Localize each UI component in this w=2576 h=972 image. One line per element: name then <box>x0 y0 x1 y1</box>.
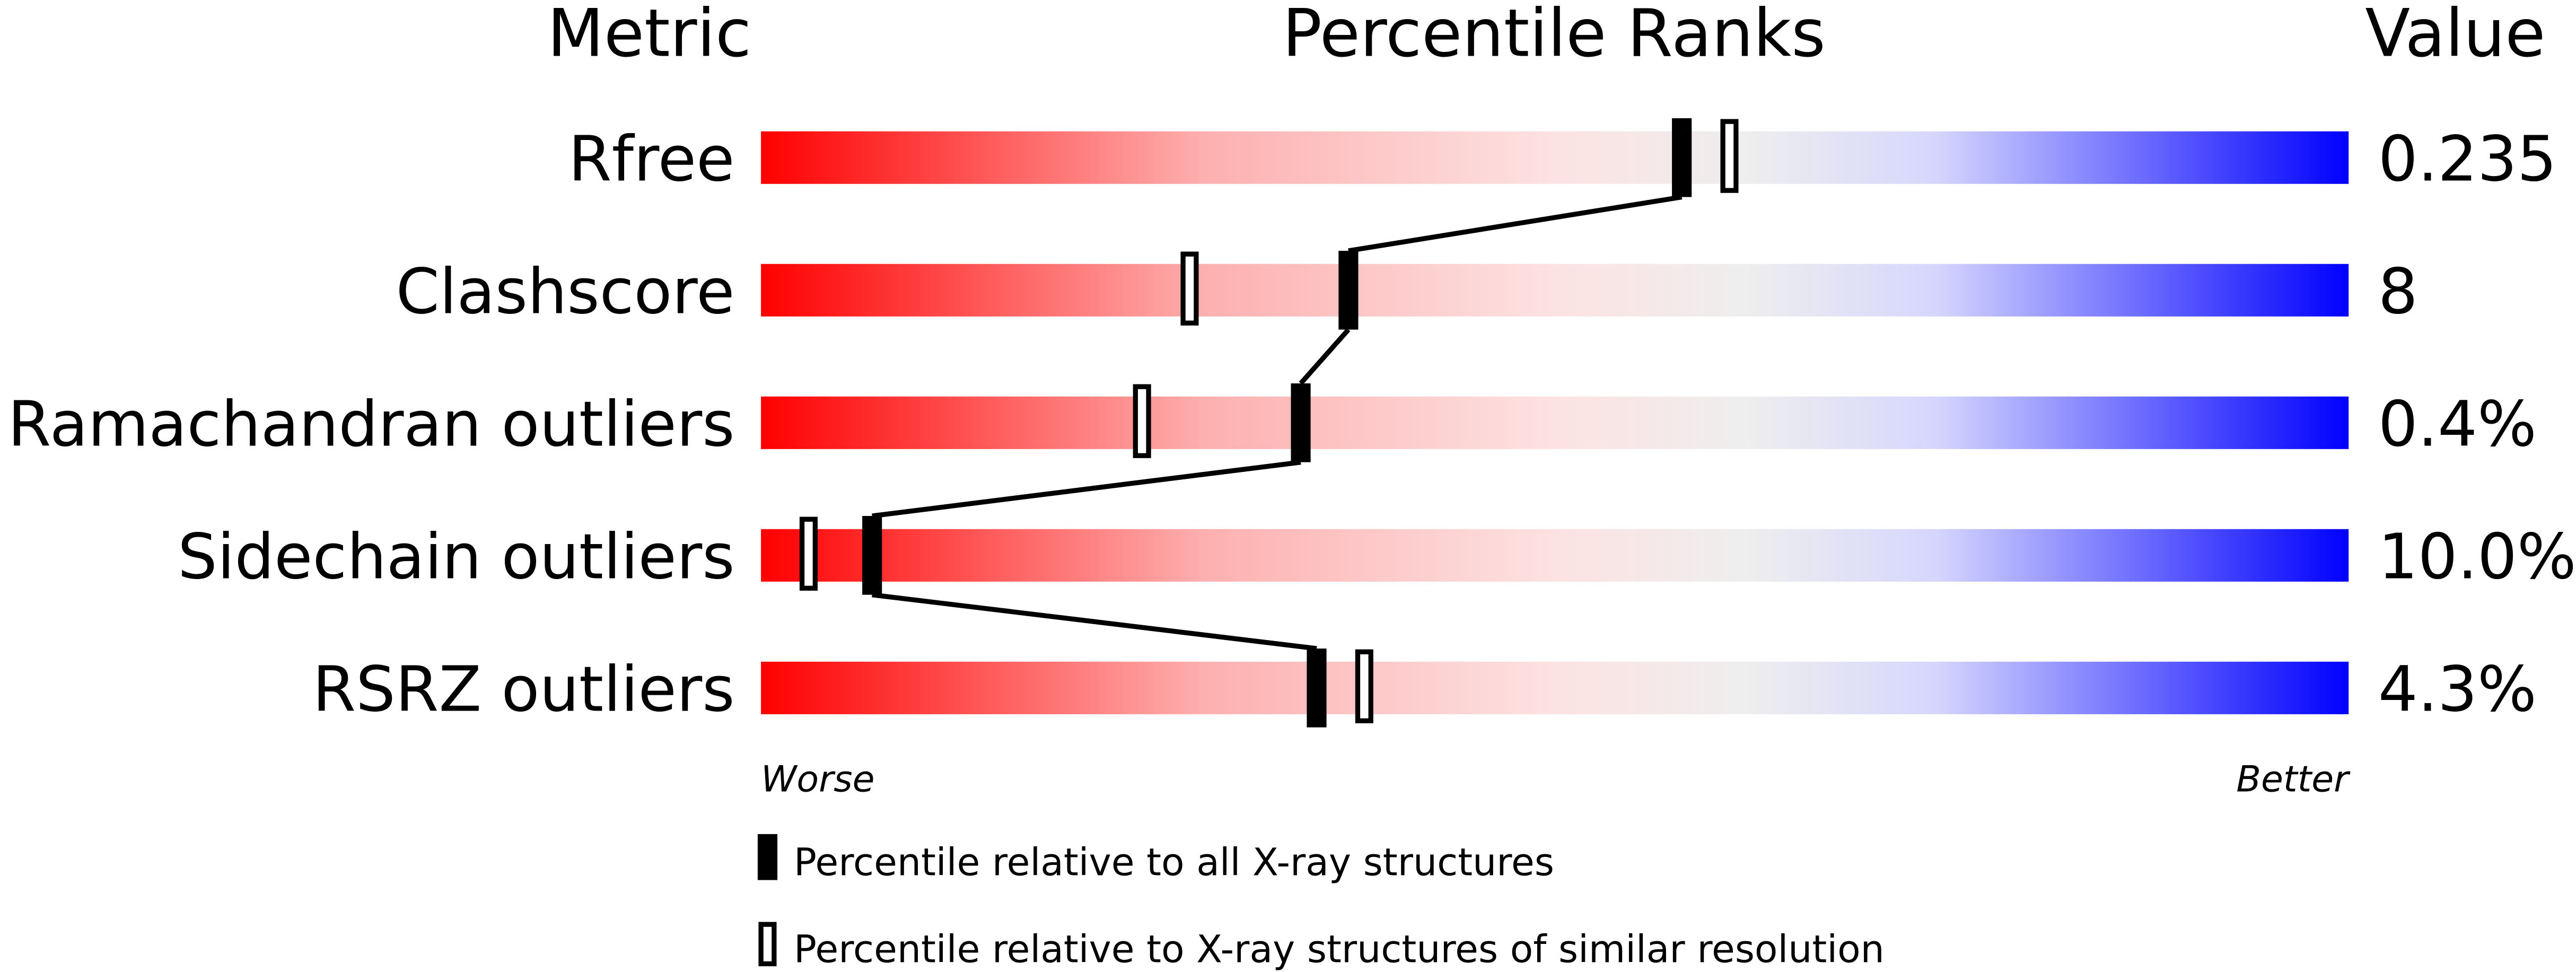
similar-resolution-marker <box>1355 649 1373 723</box>
all-structures-marker <box>862 516 882 595</box>
percentile-bar <box>761 396 2349 449</box>
metric-label: RSRZ outliers <box>312 653 734 726</box>
header-metric: Metric <box>547 0 751 72</box>
percentile-bar <box>761 264 2349 317</box>
metric-value: 0.235 <box>2378 123 2557 196</box>
legend-open-label: Percentile relative to X-ray structures … <box>794 927 1885 971</box>
metric-value: 4.3% <box>2378 653 2537 726</box>
metric-value: 0.4% <box>2378 388 2537 461</box>
legend-filled-marker <box>757 834 778 880</box>
similar-resolution-marker <box>1180 251 1199 326</box>
metric-label: Sidechain outliers <box>178 521 734 593</box>
similar-resolution-marker <box>1133 384 1151 458</box>
percentile-bar <box>761 529 2349 582</box>
connector-line <box>1299 328 1351 386</box>
all-structures-marker <box>1672 118 1692 197</box>
connector-line <box>872 459 1301 519</box>
metric-value: 8 <box>2378 256 2418 328</box>
header-value: Value <box>2365 0 2545 72</box>
legend-open-marker <box>758 922 777 967</box>
header-percentile-ranks: Percentile Ranks <box>1282 0 1825 72</box>
connector-line <box>872 592 1317 651</box>
similar-resolution-marker <box>799 516 818 591</box>
percentile-bar <box>761 661 2349 714</box>
metric-value: 10.0% <box>2378 521 2576 593</box>
metric-label: Ramachandran outliers <box>8 388 735 461</box>
all-structures-marker <box>1291 383 1311 462</box>
all-structures-marker <box>1307 649 1327 728</box>
connector-line <box>1348 194 1683 253</box>
legend-filled-label: Percentile relative to all X-ray structu… <box>794 840 1554 884</box>
axis-better-label: Better <box>2236 758 2351 800</box>
axis-worse-label: Worse <box>761 758 874 800</box>
similar-resolution-marker <box>1720 119 1739 193</box>
metric-label: Rfree <box>568 123 735 196</box>
all-structures-marker <box>1338 250 1359 330</box>
metric-label: Clashscore <box>396 256 735 328</box>
percentile-bar <box>761 131 2349 184</box>
